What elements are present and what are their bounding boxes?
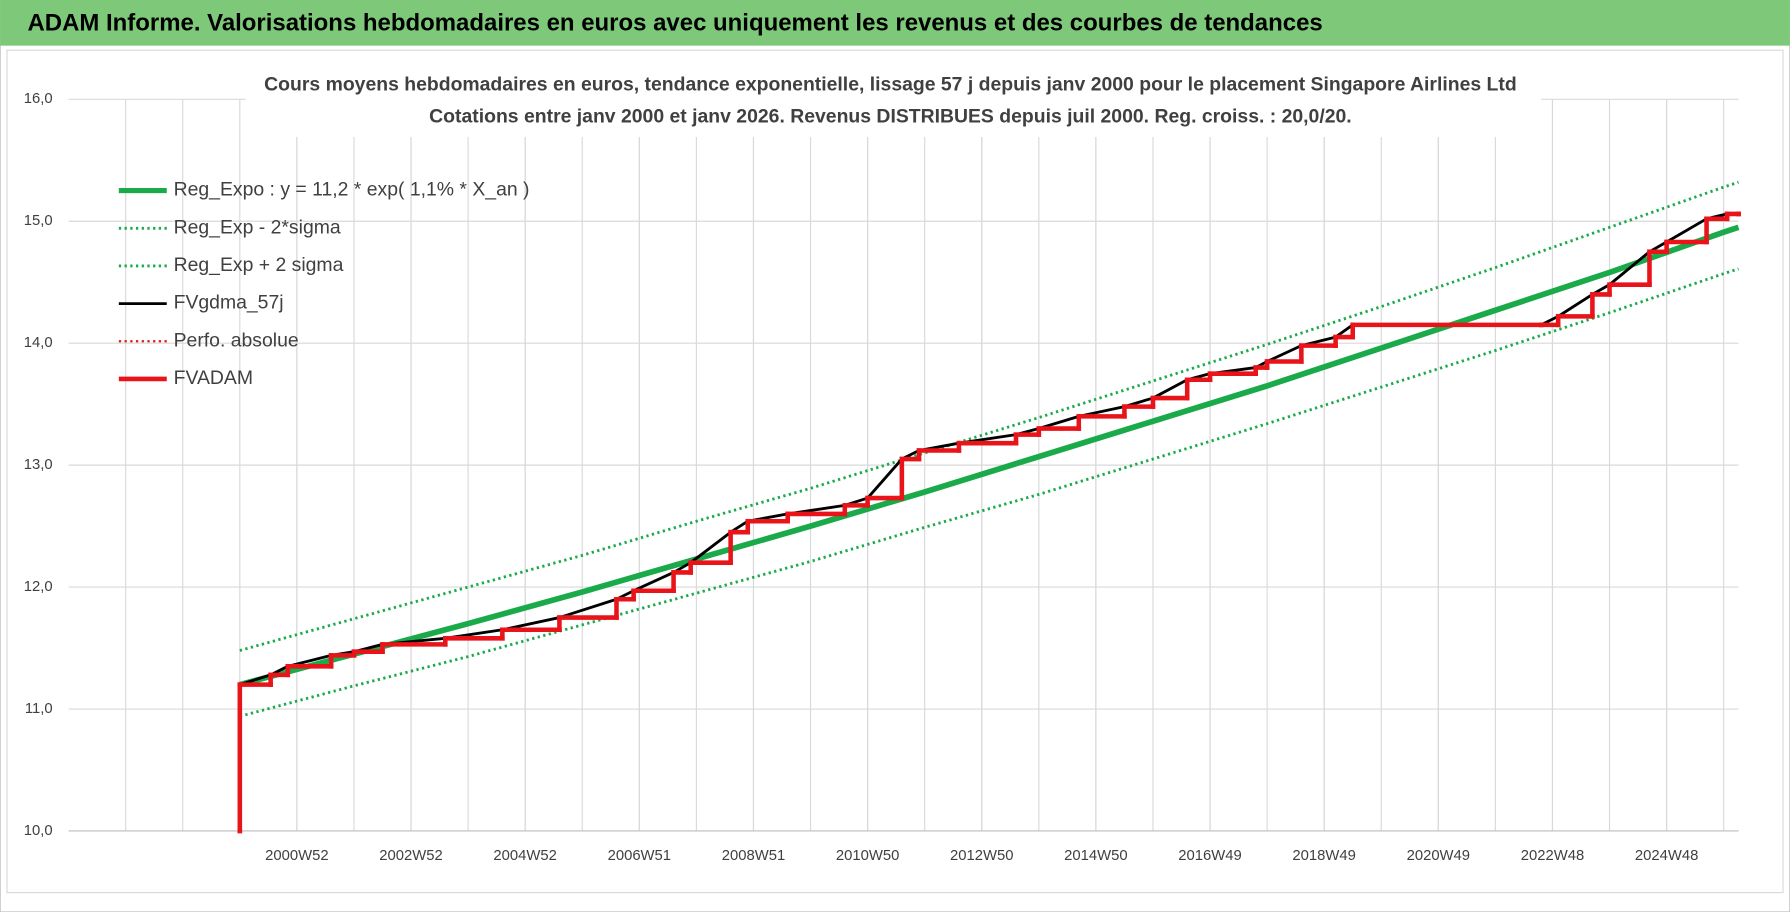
x-tick-label: 2016W49 xyxy=(1178,848,1241,864)
x-tick-label: 2010W50 xyxy=(836,848,899,864)
x-tick-label: 2020W49 xyxy=(1407,848,1470,864)
x-tick-label: 2004W52 xyxy=(493,848,556,864)
title-backdrop xyxy=(245,70,1542,137)
x-tick-label: 2024W48 xyxy=(1635,848,1698,864)
series-line xyxy=(239,267,1739,718)
y-tick-label: 16,0 xyxy=(24,91,53,107)
x-tick-label: 2002W52 xyxy=(379,848,442,864)
legend-label: Reg_Exp + 2 sigma xyxy=(174,254,344,276)
legend-label: FVgdma_57j xyxy=(174,292,284,314)
series-line xyxy=(239,212,1739,686)
legend: Reg_Expo : y = 11,2 * exp( 1,1% * X_an )… xyxy=(118,179,530,389)
series-line xyxy=(239,224,1740,688)
legend-label: Perfo. absolue xyxy=(174,329,299,351)
header-title: ADAM Informe. Valorisations hebdomadaire… xyxy=(28,9,1323,36)
x-tick-label: 2006W51 xyxy=(608,848,671,864)
x-tick-label: 2012W50 xyxy=(950,848,1013,864)
y-tick-label: 12,0 xyxy=(24,579,53,595)
x-tick-label: 2008W51 xyxy=(722,848,785,864)
plot xyxy=(237,180,1741,834)
legend-label: Reg_Exp - 2*sigma xyxy=(174,216,341,238)
x-tick-label: 2014W50 xyxy=(1064,848,1127,864)
x-tick-label: 2022W48 xyxy=(1521,848,1584,864)
x-tick-label: 2000W52 xyxy=(265,848,328,864)
legend-label: Reg_Expo : y = 11,2 * exp( 1,1% * X_an ) xyxy=(174,179,530,201)
y-tick-label: 11,0 xyxy=(25,701,53,717)
legend-label: FVADAM xyxy=(174,367,253,389)
chart-area xyxy=(6,49,1784,894)
chart-title: Cours moyens hebdomadaires en euros, ten… xyxy=(264,74,1517,96)
y-tick-label: 14,0 xyxy=(24,335,53,351)
y-tick-label: 15,0 xyxy=(24,213,53,229)
x-tick-label: 2018W49 xyxy=(1292,848,1355,864)
chart-subtitle: Cotations entre janv 2000 et janv 2026. … xyxy=(429,106,1352,128)
y-tick-label: 13,0 xyxy=(24,457,53,473)
y-tick-label: 10,0 xyxy=(24,823,53,839)
series-line xyxy=(239,180,1739,652)
header-bar xyxy=(0,0,1790,46)
